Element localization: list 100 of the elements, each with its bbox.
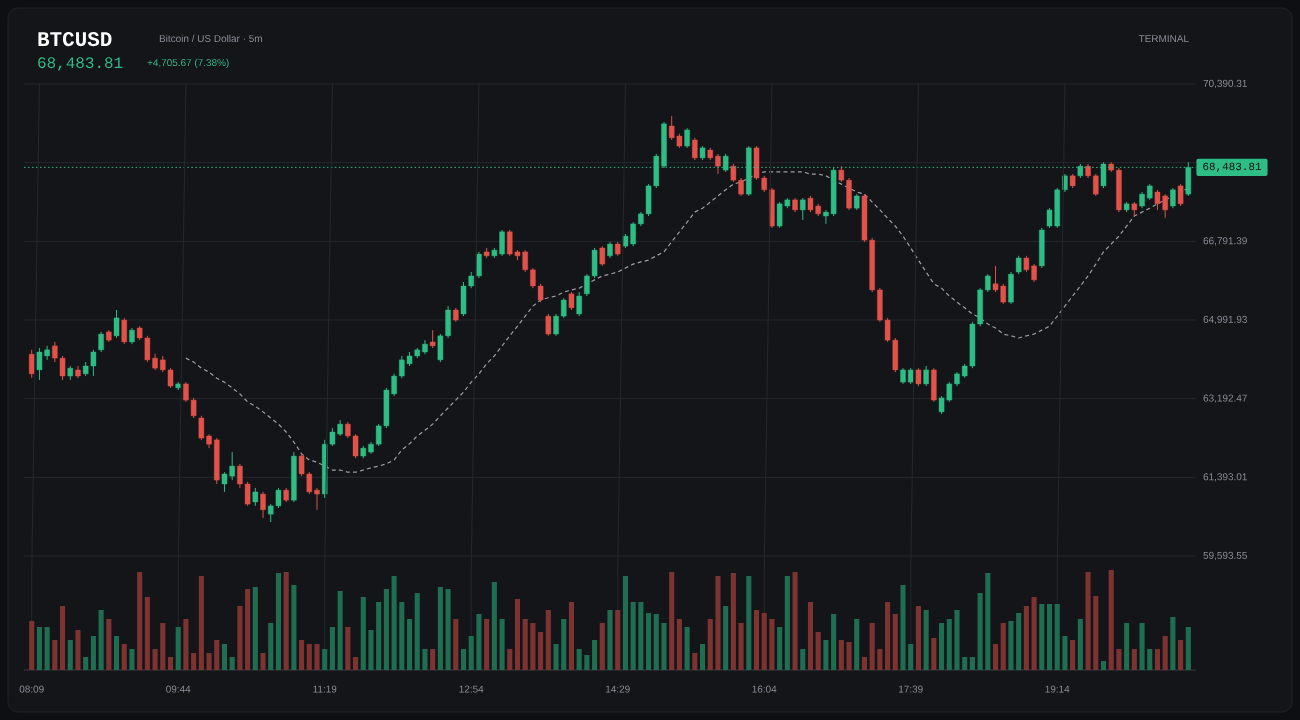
bar: [807, 602, 814, 670]
candlestick: [260, 491, 266, 519]
candlestick: [1177, 183, 1184, 207]
bar: [314, 644, 320, 670]
bar: [183, 619, 189, 670]
bar: [1085, 572, 1091, 670]
bar: [838, 640, 844, 670]
bar: [653, 614, 659, 670]
bar: [129, 649, 135, 670]
bar: [576, 649, 582, 670]
bar: [615, 610, 621, 670]
bar: [1124, 623, 1130, 670]
candlestick: [507, 229, 513, 257]
bar: [854, 619, 860, 670]
bar: [1039, 604, 1045, 670]
bar: [198, 576, 204, 670]
bar: [260, 653, 266, 670]
bar: [784, 576, 790, 670]
bar: [1131, 649, 1137, 670]
bar: [283, 572, 289, 670]
bar: [430, 649, 436, 670]
candlestick: [923, 365, 929, 387]
bar: [885, 602, 891, 670]
bar: [491, 582, 497, 670]
candlestick: [545, 313, 552, 337]
candlestick: [684, 127, 690, 149]
bar: [437, 587, 443, 670]
bar: [1162, 636, 1168, 670]
candlestick: [931, 367, 937, 403]
bar: [160, 623, 166, 670]
candlestick: [229, 451, 235, 481]
bar: [337, 591, 343, 670]
bar: [869, 623, 875, 670]
bar: [638, 602, 644, 670]
bar: [1016, 613, 1022, 670]
bar: [684, 627, 690, 670]
bar: [607, 610, 613, 670]
bar: [846, 642, 852, 670]
candlestick: [144, 335, 151, 363]
bar: [715, 576, 721, 670]
candlestick: [715, 153, 721, 175]
bar: [1139, 623, 1145, 670]
candlestick: [1008, 271, 1014, 305]
bar: [769, 619, 775, 670]
bar: [360, 597, 366, 670]
bar: [299, 640, 305, 670]
candlestick: [576, 291, 582, 317]
bar: [931, 638, 937, 670]
bar: [445, 589, 451, 670]
bar: [954, 610, 960, 670]
bar: [753, 610, 760, 670]
bar: [545, 610, 551, 670]
bar: [985, 573, 991, 670]
bar: [345, 627, 351, 670]
bar: [1054, 604, 1060, 670]
candlestick: [275, 487, 282, 509]
bar: [923, 610, 929, 670]
bar: [1185, 627, 1191, 670]
bar: [1100, 661, 1107, 670]
bar: [484, 619, 490, 670]
bar: [1070, 640, 1076, 670]
bar: [568, 602, 574, 670]
candlestick: [221, 471, 228, 493]
bar: [1031, 597, 1037, 670]
candlestick: [846, 177, 852, 211]
candlestick: [776, 201, 783, 229]
bar: [915, 606, 921, 670]
bar: [1077, 619, 1083, 670]
bar: [699, 644, 706, 670]
bar: [1000, 623, 1006, 670]
bar: [1046, 604, 1053, 670]
bar: [75, 630, 81, 670]
bar: [221, 644, 228, 670]
candlestick: [1093, 173, 1099, 197]
bar: [121, 644, 127, 670]
candlestick: [1015, 255, 1022, 275]
candlestick: [499, 229, 505, 257]
candlestick: [167, 367, 174, 389]
bar: [792, 572, 798, 670]
candlestick: [800, 197, 806, 221]
bar: [175, 627, 181, 670]
bar: [252, 587, 258, 670]
bar: [530, 623, 536, 670]
bar: [900, 585, 906, 670]
bar: [36, 627, 42, 670]
candlestick: [198, 415, 205, 441]
bar: [746, 576, 752, 670]
bar: [98, 610, 104, 670]
candlestick: [692, 137, 698, 161]
bar: [1178, 640, 1184, 670]
candlestick: [121, 317, 127, 345]
bar: [391, 576, 397, 670]
candlestick: [668, 115, 675, 141]
bar: [761, 613, 767, 670]
bar: [414, 593, 420, 670]
candlestick: [460, 281, 467, 317]
bar: [1008, 621, 1014, 670]
candlestick: [28, 349, 35, 379]
bar: [800, 649, 806, 670]
bar: [1108, 570, 1114, 670]
